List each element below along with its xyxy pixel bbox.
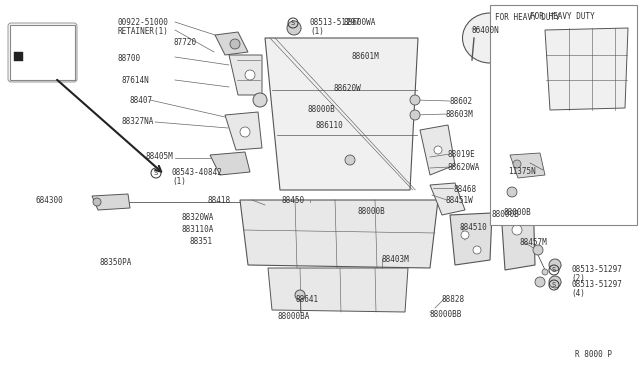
Circle shape: [345, 155, 355, 165]
Polygon shape: [229, 55, 262, 95]
Circle shape: [513, 160, 521, 168]
Text: 88350PA: 88350PA: [100, 258, 132, 267]
Text: 684300: 684300: [35, 196, 63, 205]
Circle shape: [245, 70, 255, 80]
Circle shape: [240, 127, 250, 137]
Polygon shape: [225, 112, 262, 150]
Text: 88602: 88602: [450, 97, 473, 106]
Text: 00922-51000: 00922-51000: [117, 18, 168, 27]
Text: 88641: 88641: [296, 295, 319, 304]
Polygon shape: [510, 153, 545, 178]
Text: 11375N: 11375N: [508, 167, 536, 176]
Circle shape: [533, 245, 543, 255]
Bar: [14, 52, 23, 61]
Text: 08513-51297: 08513-51297: [571, 280, 622, 289]
Text: FOR HEAVY DUTY: FOR HEAVY DUTY: [495, 13, 560, 22]
Text: R 8000 P: R 8000 P: [575, 350, 612, 359]
Text: S: S: [552, 282, 556, 288]
Text: 88451W: 88451W: [445, 196, 473, 205]
Polygon shape: [265, 38, 418, 190]
Text: 87614N: 87614N: [122, 76, 150, 85]
Text: 08543-40842: 08543-40842: [172, 168, 223, 177]
Polygon shape: [268, 268, 408, 312]
Text: S: S: [154, 170, 158, 176]
Circle shape: [230, 39, 240, 49]
Circle shape: [507, 187, 517, 197]
Text: 88000BB: 88000BB: [430, 310, 462, 319]
Circle shape: [93, 198, 101, 206]
Text: (2): (2): [571, 274, 585, 283]
Polygon shape: [545, 28, 628, 110]
Text: 88450: 88450: [281, 196, 304, 205]
Text: 88620W: 88620W: [334, 84, 362, 93]
Bar: [10, 25, 75, 80]
Text: 08513-51297: 08513-51297: [571, 265, 622, 274]
Circle shape: [549, 259, 561, 271]
Ellipse shape: [463, 13, 518, 63]
Polygon shape: [215, 32, 248, 55]
Text: 88000B: 88000B: [308, 105, 336, 114]
Text: 08513-51297: 08513-51297: [310, 18, 361, 27]
Circle shape: [549, 276, 561, 288]
Circle shape: [410, 110, 420, 120]
Text: (1): (1): [310, 27, 324, 36]
Text: 88000B: 88000B: [357, 207, 385, 216]
Circle shape: [542, 269, 548, 275]
Text: 886110: 886110: [315, 121, 343, 130]
Text: 88000B: 88000B: [503, 208, 531, 217]
Text: 88000BA: 88000BA: [278, 312, 310, 321]
Text: 88418: 88418: [207, 196, 230, 205]
Text: S: S: [552, 267, 556, 273]
Text: (4): (4): [571, 289, 585, 298]
Text: (1): (1): [172, 177, 186, 186]
Circle shape: [295, 290, 305, 300]
Text: 88700: 88700: [117, 54, 140, 63]
Text: 88403M: 88403M: [382, 255, 410, 264]
Circle shape: [253, 93, 267, 107]
Polygon shape: [210, 152, 250, 175]
Text: 88407: 88407: [130, 96, 153, 105]
Text: 88828: 88828: [442, 295, 465, 304]
Text: 88603M: 88603M: [445, 110, 473, 119]
Bar: [490, 5, 637, 225]
Text: 883110A: 883110A: [182, 225, 214, 234]
Circle shape: [434, 146, 442, 154]
Text: RETAINER(1): RETAINER(1): [117, 27, 168, 36]
Text: 884510: 884510: [459, 223, 487, 232]
Text: 87720: 87720: [174, 38, 197, 47]
Text: S: S: [291, 20, 295, 26]
Text: 88327NA: 88327NA: [122, 117, 154, 126]
Text: 88019E: 88019E: [448, 150, 476, 159]
Text: 88601M: 88601M: [352, 52, 380, 61]
Polygon shape: [240, 200, 438, 268]
Circle shape: [461, 231, 469, 239]
Text: 88405M: 88405M: [145, 152, 173, 161]
Circle shape: [512, 225, 522, 235]
FancyBboxPatch shape: [8, 23, 77, 82]
Polygon shape: [92, 194, 130, 210]
Circle shape: [535, 277, 545, 287]
Circle shape: [287, 21, 301, 35]
Circle shape: [473, 246, 481, 254]
Polygon shape: [500, 192, 535, 270]
Circle shape: [410, 95, 420, 105]
Text: 88620WA: 88620WA: [448, 163, 481, 172]
Polygon shape: [450, 213, 492, 265]
Text: 88000B: 88000B: [492, 210, 520, 219]
Text: 88600WA: 88600WA: [344, 18, 376, 27]
Polygon shape: [420, 125, 455, 175]
Text: 86400N: 86400N: [472, 26, 500, 35]
Text: 88320WA: 88320WA: [182, 213, 214, 222]
Text: 88468: 88468: [453, 185, 476, 194]
Text: FOR HEAVY DUTY: FOR HEAVY DUTY: [530, 12, 595, 21]
Text: 88351: 88351: [190, 237, 213, 246]
Text: 88457M: 88457M: [520, 238, 548, 247]
Polygon shape: [430, 183, 465, 215]
